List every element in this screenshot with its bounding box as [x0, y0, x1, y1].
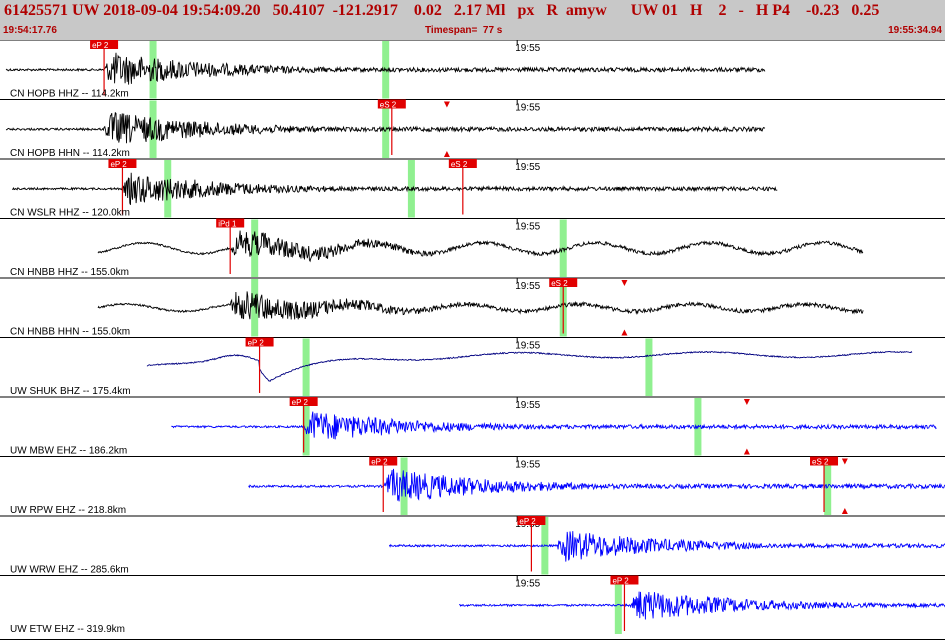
- phase-pick-label: eP 2: [92, 41, 109, 50]
- minute-tick-label: 19:55: [515, 222, 540, 233]
- minute-tick-label: 19:55: [515, 281, 540, 292]
- station-channel-label: UW ETW EHZ -- 319.9km: [10, 624, 125, 635]
- station-channel-label: CN HOPB HHN -- 114.2km: [10, 148, 130, 159]
- seismic-waveform[interactable]: [97, 291, 864, 320]
- phase-pick-flag[interactable]: [90, 40, 119, 49]
- trace-track[interactable]: 19:55 eP 2 eS 2 UW RPW EHZ -- 218.8km: [0, 456, 945, 517]
- trace-track[interactable]: 19:55 eP 2 UW SHUK BHZ -- 175.4km: [0, 337, 945, 398]
- phase-pick-flag[interactable]: [216, 218, 245, 228]
- phase-window-marker[interactable]: [645, 338, 653, 397]
- station-channel-label: UW WRW EHZ -- 285.6km: [10, 565, 129, 576]
- minute-tick-label: 19:55: [515, 400, 540, 411]
- phase-pick-label: iPd 1: [218, 220, 237, 229]
- seismic-waveform[interactable]: [97, 230, 864, 263]
- phase-pick-label: eS 2: [451, 160, 468, 169]
- phase-pick-flag[interactable]: [108, 159, 137, 168]
- seismic-waveform[interactable]: [146, 350, 913, 382]
- timespan-label: Timespan= 77 s: [425, 25, 503, 36]
- trace-track[interactable]: 19:55 eP 2 CN HOPB HHZ -- 114.2km: [0, 40, 945, 100]
- trace-track[interactable]: 19:55 eS 2 CN HOPB HHN -- 114.2km: [0, 99, 945, 160]
- minute-tick-label: 19:55: [515, 460, 540, 471]
- seismic-waveform[interactable]: [11, 172, 778, 205]
- phase-window-marker[interactable]: [164, 160, 172, 218]
- event-header: 61425571 UW 2018-09-04 19:54:09.20 50.41…: [0, 0, 945, 40]
- minute-tick-label: 19:55: [515, 341, 540, 352]
- phase-pick-flag[interactable]: [377, 99, 406, 109]
- phase-pick-label: eP 2: [612, 577, 629, 586]
- seismogram-traces[interactable]: 19:55 eP 2 CN HOPB HHZ -- 114.2km 19:55 eS 2…: [0, 40, 945, 640]
- station-channel-label: UW RPW EHZ -- 218.8km: [10, 505, 126, 516]
- phase-pick-label: eP 2: [371, 458, 388, 467]
- phase-pick-flag[interactable]: [810, 456, 839, 466]
- phase-window-marker[interactable]: [251, 279, 259, 337]
- arrival-triangle-icon: [743, 399, 750, 405]
- trace-track[interactable]: 19:55 eP 2 eS 2 CN WSLR HHZ -- 120.0km: [0, 158, 945, 219]
- arrival-triangle-icon: [443, 101, 450, 108]
- minute-tick-label: 19:55: [515, 579, 540, 590]
- phase-pick-label: eS 2: [380, 101, 397, 110]
- station-channel-label: UW MBW EHZ -- 186.2km: [10, 446, 127, 457]
- phase-window-marker[interactable]: [302, 338, 310, 397]
- trace-track[interactable]: 19:55 eS 2 CN HNBB HHN -- 155.0km: [0, 277, 945, 338]
- trace-track[interactable]: 19:55 iPd 1 CN HNBB HHZ -- 155.0km: [0, 218, 945, 279]
- trace-track[interactable]: 19:55 eP 2 UW ETW EHZ -- 319.9km: [0, 575, 945, 636]
- phase-pick-flag[interactable]: [245, 337, 274, 347]
- arrival-triangle-icon: [743, 448, 750, 455]
- seismic-waveform[interactable]: [5, 52, 766, 85]
- station-channel-label: CN HOPB HHZ -- 114.2km: [10, 89, 129, 100]
- phase-window-marker[interactable]: [302, 398, 310, 456]
- phase-pick-label: eP 2: [292, 398, 309, 407]
- seismogram-panel[interactable]: 19:55 eP 2 CN HOPB HHZ -- 114.2km 19:55 eS 2…: [0, 40, 945, 640]
- phase-pick-flag[interactable]: [549, 278, 578, 287]
- phase-window-marker[interactable]: [541, 517, 549, 575]
- phase-window-marker[interactable]: [149, 100, 157, 159]
- trace-track[interactable]: 19:55 eP 2 UW MBW EHZ -- 186.2km: [0, 396, 945, 457]
- arrival-triangle-icon: [621, 329, 628, 336]
- seismic-waveform[interactable]: [248, 468, 945, 502]
- station-channel-label: CN HNBB HHN -- 155.0km: [10, 327, 130, 338]
- phase-window-marker[interactable]: [382, 100, 390, 159]
- end-time-label: 19:55:34.94: [888, 25, 942, 36]
- phase-pick-label: eS 2: [812, 458, 829, 467]
- minute-tick-label: 19:55: [515, 103, 540, 114]
- seismic-waveform[interactable]: [5, 111, 766, 144]
- seismic-waveform[interactable]: [388, 531, 945, 562]
- minute-tick-label: 19:55: [515, 162, 540, 173]
- phase-pick-label: eS 2: [551, 279, 568, 288]
- phase-pick-label: eP 2: [519, 517, 536, 526]
- arrival-triangle-icon: [841, 508, 848, 514]
- phase-window-marker[interactable]: [149, 41, 157, 99]
- seismic-waveform[interactable]: [171, 411, 937, 440]
- station-channel-label: CN WSLR HHZ -- 120.0km: [10, 208, 130, 219]
- phase-pick-label: eP 2: [110, 160, 127, 169]
- phase-window-marker[interactable]: [614, 576, 622, 635]
- phase-pick-flag[interactable]: [289, 397, 318, 406]
- arrival-triangle-icon: [841, 458, 848, 465]
- phase-pick-flag[interactable]: [610, 575, 639, 585]
- phase-pick-flag[interactable]: [369, 456, 398, 466]
- arrival-triangle-icon: [621, 280, 628, 286]
- station-channel-label: CN HNBB HHZ -- 155.0km: [10, 267, 129, 278]
- phase-pick-flag[interactable]: [517, 516, 546, 525]
- phase-window-marker[interactable]: [251, 219, 259, 278]
- minute-tick-label: 19:55: [515, 43, 540, 54]
- event-summary-line: 61425571 UW 2018-09-04 19:54:09.20 50.41…: [4, 2, 880, 19]
- start-time-label: 19:54:17.76: [3, 25, 57, 36]
- station-channel-label: UW SHUK BHZ -- 175.4km: [10, 386, 131, 397]
- phase-pick-flag[interactable]: [448, 159, 477, 168]
- seismic-waveform[interactable]: [459, 591, 945, 620]
- arrival-triangle-icon: [443, 151, 450, 157]
- phase-pick-label: eP 2: [248, 339, 265, 348]
